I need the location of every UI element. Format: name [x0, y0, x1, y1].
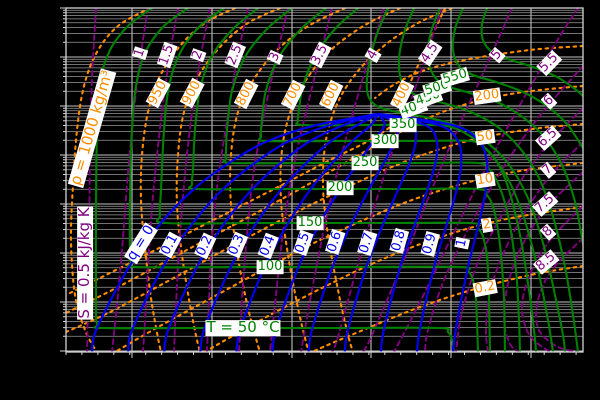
quality-line-0.8: [376, 112, 439, 352]
isotherms-line-600: [480, 8, 583, 98]
isentropes-line-1: [111, 8, 149, 352]
isentropes-line-8: [521, 205, 583, 352]
isentropes-line-1.5: [142, 8, 179, 352]
isochores-line-0.2: [310, 264, 583, 352]
isotherms-line-450: [397, 8, 580, 352]
quality-line-0.9: [376, 112, 463, 352]
axis-ticks: [60, 7, 577, 358]
quality-line-0.4: [235, 112, 380, 352]
isotherms-line-300: [257, 8, 538, 352]
quality-line-0.2: [163, 112, 380, 352]
quality-line-0.3: [199, 112, 380, 352]
isotherms-line-350: [295, 8, 555, 352]
isochores-line-600: [321, 8, 454, 352]
isotherms-line-550: [451, 8, 583, 150]
isochores-line-10: [113, 161, 583, 352]
family-isotherms: [93, 8, 583, 352]
isochores-line-400: [66, 8, 447, 297]
isotherms-line-100: [127, 8, 480, 352]
family-quality: [90, 112, 489, 352]
isentropes-line-2: [173, 8, 211, 352]
isochores-line-950: [139, 8, 237, 352]
isotherms-line-50: [93, 8, 456, 352]
plot-area: [66, 8, 583, 352]
quality-line-1: [376, 112, 489, 352]
isentropes-line-5.5: [393, 8, 579, 352]
quality-line-0: [90, 112, 380, 352]
isochores-line-800: [229, 8, 347, 352]
quality-line-0.1: [127, 112, 380, 352]
isotherms-line-200: [188, 8, 507, 352]
isochores-line-900: [175, 8, 282, 352]
isochores-line-700: [279, 8, 402, 352]
isentropes-line-7.5: [503, 171, 583, 352]
plot-frame: [65, 7, 584, 353]
